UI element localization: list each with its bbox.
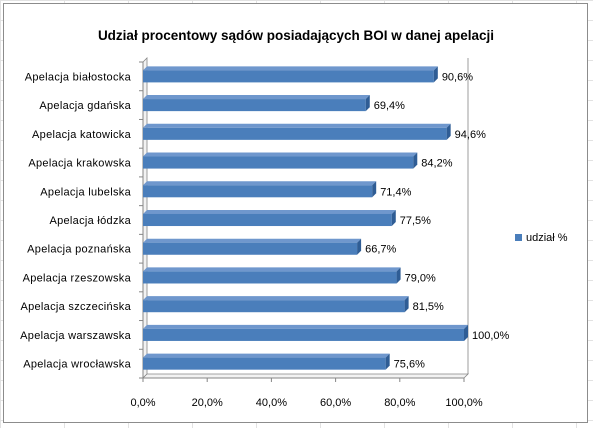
plot-floor: [142, 373, 469, 379]
chart-title: Udział procentowy sądów posiadających BO…: [98, 28, 494, 43]
bar-end-face: [446, 123, 451, 140]
data-label: 77,5%: [400, 215, 431, 227]
category-label: Apelacja lubelska: [40, 186, 131, 198]
bar[interactable]: [143, 127, 447, 140]
bar[interactable]: [143, 156, 414, 169]
bar-top-face: [143, 152, 418, 157]
bar-top-face: [143, 95, 370, 100]
bar-top-face: [143, 296, 409, 301]
bar[interactable]: [143, 185, 373, 198]
bar-top-face: [143, 181, 377, 186]
data-label: 71,4%: [380, 186, 411, 198]
bar[interactable]: [143, 70, 434, 83]
bar[interactable]: [143, 242, 358, 255]
bar[interactable]: [143, 99, 366, 112]
category-label: Apelacja gdańska: [39, 100, 131, 112]
legend-label: udział %: [526, 232, 568, 244]
data-label: 75,6%: [394, 359, 425, 371]
bar-end-face: [396, 267, 401, 284]
category-label: Apelacja łódzka: [49, 215, 131, 227]
category-label: Apelacja białostocka: [25, 71, 132, 83]
legend: udział %: [515, 232, 568, 244]
bar-end-face: [365, 95, 370, 112]
data-label: 79,0%: [405, 272, 436, 284]
data-label: 66,7%: [365, 244, 396, 256]
bar-end-face: [385, 353, 390, 370]
x-tick-label: 40,0%: [256, 397, 287, 409]
category-label: Apelacja poznańska: [27, 244, 131, 256]
bar-end-face: [413, 152, 418, 169]
x-tick-label: 80,0%: [384, 397, 415, 409]
category-label: Apelacja rzeszowska: [23, 272, 132, 284]
data-label: 81,5%: [413, 301, 444, 313]
bar-end-face: [464, 324, 468, 341]
category-label: Apelacja katowicka: [32, 129, 132, 141]
category-label: Apelacja krakowska: [28, 158, 131, 170]
bar[interactable]: [143, 271, 397, 284]
data-label: 90,6%: [442, 71, 473, 83]
x-tick-label: 100,0%: [445, 397, 483, 409]
bar-top-face: [143, 353, 390, 358]
data-label: 84,2%: [421, 158, 452, 170]
category-label: Apelacja szczecińska: [20, 301, 131, 313]
bar-top-face: [143, 123, 451, 128]
data-label: 94,6%: [455, 129, 486, 141]
bar-top-face: [143, 324, 468, 329]
bar-end-face: [433, 66, 438, 83]
x-tick-label: 20,0%: [192, 397, 223, 409]
bar[interactable]: [143, 213, 392, 227]
category-label: Apelacja wrocławska: [23, 359, 131, 371]
bar-top-face: [143, 238, 362, 243]
bar[interactable]: [143, 328, 464, 341]
bar-top-face: [143, 66, 438, 71]
bar[interactable]: [143, 357, 386, 370]
category-label: Apelacja warszawska: [20, 330, 131, 342]
data-label: 100,0%: [472, 330, 510, 342]
bar-end-face: [372, 181, 377, 198]
bar[interactable]: [143, 300, 405, 313]
data-label: 69,4%: [374, 100, 405, 112]
bar-end-face: [391, 209, 396, 227]
bar-end-face: [357, 238, 362, 255]
bar-top-face: [143, 267, 401, 272]
x-tick-label: 0,0%: [130, 397, 155, 409]
legend-swatch: [515, 234, 522, 241]
bar-top-face: [143, 209, 396, 214]
x-tick-label: 60,0%: [320, 397, 351, 409]
plot-area: 0,0% 20,0% 40,0% 60,0% 80,0% 100,0% Apelacja b…: [20, 57, 510, 409]
bar-end-face: [404, 296, 409, 313]
